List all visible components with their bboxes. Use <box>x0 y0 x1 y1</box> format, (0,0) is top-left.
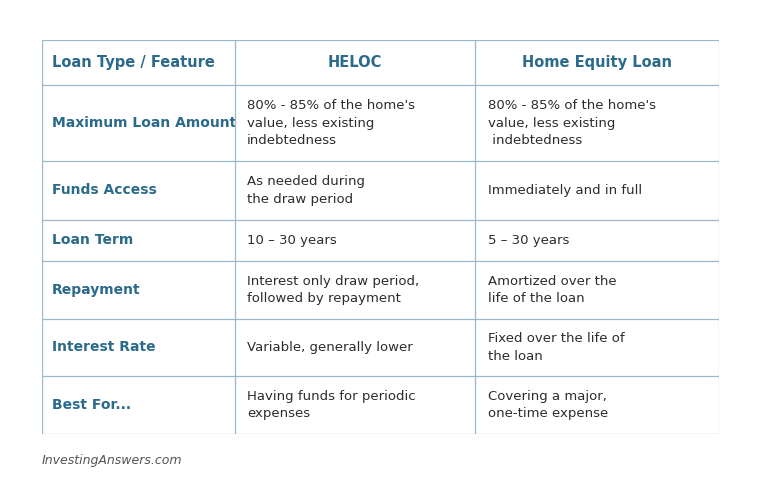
Text: 80% - 85% of the home's
value, less existing
 indebtedness: 80% - 85% of the home's value, less exis… <box>488 99 655 147</box>
Text: Immediately and in full: Immediately and in full <box>488 184 642 197</box>
Text: Having funds for periodic
expenses: Having funds for periodic expenses <box>247 390 416 420</box>
Text: Repayment: Repayment <box>52 283 140 297</box>
Text: Interest only draw period,
followed by repayment: Interest only draw period, followed by r… <box>247 275 419 305</box>
Text: Maximum Loan Amount: Maximum Loan Amount <box>52 116 236 130</box>
Text: Variable, generally lower: Variable, generally lower <box>247 341 412 354</box>
Text: InvestingAnswers.com: InvestingAnswers.com <box>42 454 183 467</box>
Text: Amortized over the
life of the loan: Amortized over the life of the loan <box>488 275 616 305</box>
Text: 10 – 30 years: 10 – 30 years <box>247 234 336 247</box>
Text: Fixed over the life of
the loan: Fixed over the life of the loan <box>488 332 624 363</box>
Text: As needed during
the draw period: As needed during the draw period <box>247 175 365 206</box>
Text: Loan Term: Loan Term <box>52 233 132 248</box>
Text: HELOC: HELOC <box>328 55 382 70</box>
Text: Covering a major,
one-time expense: Covering a major, one-time expense <box>488 390 608 420</box>
Text: Funds Access: Funds Access <box>52 184 156 198</box>
Text: Best For...: Best For... <box>52 398 131 412</box>
Text: Home Equity Loan: Home Equity Loan <box>522 55 672 70</box>
Text: 80% - 85% of the home's
value, less existing
indebtedness: 80% - 85% of the home's value, less exis… <box>247 99 415 147</box>
Text: 5 – 30 years: 5 – 30 years <box>488 234 569 247</box>
Text: Interest Rate: Interest Rate <box>52 340 155 354</box>
Text: Loan Type / Feature: Loan Type / Feature <box>52 55 215 70</box>
